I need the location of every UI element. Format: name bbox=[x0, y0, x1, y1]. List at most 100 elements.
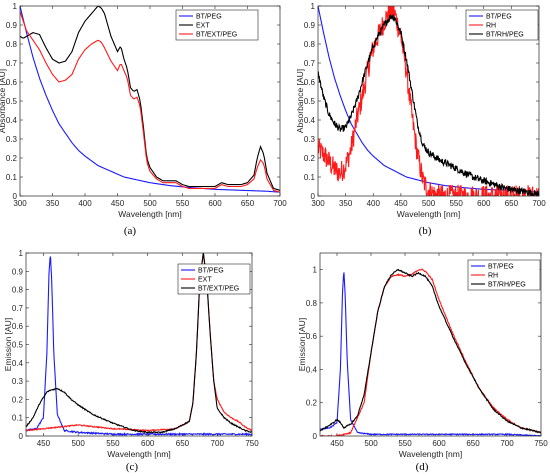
series-line-bt-peg bbox=[26, 256, 252, 436]
x-tick-label: 450 bbox=[394, 199, 408, 208]
series-line-rh bbox=[320, 268, 541, 436]
series-line-bt-peg bbox=[320, 272, 541, 436]
y-tick-label: 0.9 bbox=[6, 21, 18, 30]
x-tick-label: 450 bbox=[330, 439, 344, 448]
x-tick-label: 700 bbox=[532, 199, 546, 208]
y-tick-label: 1 bbox=[313, 266, 318, 275]
axes-frame bbox=[19, 5, 281, 197]
legend-entry: BT/PEG bbox=[486, 14, 512, 21]
legend-entry: BT/PEG bbox=[488, 264, 514, 271]
legend: BT/PEG RH BT/RH/PEG bbox=[467, 259, 541, 291]
y-tick-label: 0.8 bbox=[6, 40, 18, 49]
x-tick-label: 300 bbox=[311, 199, 325, 208]
y-tick-label: 0.9 bbox=[304, 21, 316, 30]
x-axis-label: Wavelength [nm] bbox=[107, 449, 170, 459]
legend-entry: EXT bbox=[196, 23, 210, 30]
y-tick-label: 0.7 bbox=[6, 59, 18, 68]
y-tick-label: 0.1 bbox=[6, 173, 18, 182]
y-tick-label: 0.8 bbox=[306, 299, 318, 308]
y-tick-label: 0.3 bbox=[304, 135, 316, 144]
y-tick-label: 0.2 bbox=[12, 395, 24, 404]
y-tick-label: 0.4 bbox=[306, 365, 318, 374]
x-tick-label: 650 bbox=[176, 439, 190, 448]
panel-caption: (d) bbox=[416, 461, 429, 473]
series-line-bt-rh-peg bbox=[320, 268, 541, 434]
x-tick-label: 700 bbox=[211, 439, 225, 448]
y-tick-label: 0.4 bbox=[304, 116, 316, 125]
x-axis-label: Wavelength [nm] bbox=[397, 209, 460, 219]
panel-caption: (c) bbox=[126, 461, 139, 473]
series-line-bt-ext-peg bbox=[20, 11, 280, 193]
y-axis-label: Emission [AU] bbox=[297, 318, 307, 371]
legend-entry: RH bbox=[488, 273, 498, 280]
x-tick-label: 500 bbox=[364, 439, 378, 448]
x-tick-label: 650 bbox=[466, 439, 480, 448]
x-axis-label: Wavelength [nm] bbox=[118, 209, 181, 219]
y-axis-label: Absorbance [AU] bbox=[0, 69, 7, 133]
y-tick-label: 1 bbox=[311, 2, 316, 11]
y-tick-label: 1 bbox=[13, 2, 18, 11]
chart-panel-a: 300 350 400 450 500 550 600 650 700 0 0.1 0.2 0.3 0.4… bbox=[0, 2, 287, 237]
axes-frame bbox=[317, 5, 540, 197]
panel-caption: (b) bbox=[419, 225, 432, 237]
chart-panel-b: 300 350 400 450 500 550 600 650 700 0 0.1 0.2 0.3 0.4… bbox=[295, 2, 546, 237]
x-tick-label: 600 bbox=[208, 199, 222, 208]
x-tick-label: 450 bbox=[37, 439, 51, 448]
x-tick-label: 750 bbox=[245, 439, 259, 448]
y-tick-label: 0.2 bbox=[6, 154, 18, 163]
x-tick-label: 400 bbox=[367, 199, 381, 208]
x-tick-label: 750 bbox=[534, 439, 548, 448]
y-tick-label: 0.6 bbox=[6, 78, 18, 87]
y-tick-label: 0.1 bbox=[12, 414, 24, 423]
y-tick-label: 0.4 bbox=[6, 116, 18, 125]
axes-frame bbox=[319, 252, 542, 437]
y-tick-label: 0.1 bbox=[304, 173, 316, 182]
y-axis-label: Emission [AU] bbox=[3, 318, 13, 371]
legend: BT/PEG EXT BT/EXT/PEG bbox=[175, 9, 259, 41]
y-tick-label: 0 bbox=[313, 432, 318, 441]
x-tick-label: 500 bbox=[422, 199, 436, 208]
legend-entry: BT/RH/PEG bbox=[486, 32, 524, 39]
x-tick-label: 550 bbox=[449, 199, 463, 208]
y-tick-label: 0.5 bbox=[304, 97, 316, 106]
x-tick-label: 700 bbox=[500, 439, 514, 448]
legend-entry: BT/EXT/PEG bbox=[198, 286, 239, 293]
legend-entry: RH bbox=[486, 23, 496, 30]
y-tick-label: 0.2 bbox=[304, 154, 316, 163]
y-tick-label: 1 bbox=[19, 249, 24, 258]
x-tick-label: 550 bbox=[398, 439, 412, 448]
y-tick-label: 0.9 bbox=[12, 267, 24, 276]
x-tick-label: 350 bbox=[339, 199, 353, 208]
y-tick-label: 0.6 bbox=[306, 332, 318, 341]
y-tick-label: 0.3 bbox=[12, 377, 24, 386]
x-tick-label: 500 bbox=[71, 439, 85, 448]
series-line-bt-ext-peg bbox=[26, 253, 252, 434]
series-line-bt-peg bbox=[20, 6, 280, 193]
x-tick-label: 650 bbox=[505, 199, 519, 208]
y-tick-label: 0 bbox=[311, 192, 316, 201]
y-tick-label: 0.6 bbox=[304, 78, 316, 87]
x-tick-label: 600 bbox=[141, 439, 155, 448]
axes-frame bbox=[25, 252, 253, 437]
x-tick-label: 400 bbox=[78, 199, 92, 208]
y-tick-label: 0.3 bbox=[6, 135, 18, 144]
legend-entry: BT/EXT/PEG bbox=[196, 32, 237, 39]
y-tick-label: 0.2 bbox=[306, 399, 318, 408]
x-tick-label: 550 bbox=[106, 439, 120, 448]
y-tick-label: 0.4 bbox=[12, 359, 24, 368]
legend-entry: BT/PEG bbox=[198, 268, 224, 275]
y-tick-label: 0.8 bbox=[12, 286, 24, 295]
series-line-bt-rh-peg bbox=[318, 14, 539, 196]
y-tick-label: 0 bbox=[13, 192, 18, 201]
series-line-ext bbox=[20, 6, 280, 191]
y-tick-label: 0.8 bbox=[304, 40, 316, 49]
x-axis-label: Wavelength [nm] bbox=[399, 449, 462, 459]
x-tick-label: 650 bbox=[241, 199, 255, 208]
y-tick-label: 0.7 bbox=[304, 59, 316, 68]
chart-panel-d: 450 500 550 600 650 700 750 0 0.2 0.4 0.6 0.8 1 Wavel… bbox=[297, 252, 548, 473]
y-tick-label: 0.5 bbox=[12, 341, 24, 350]
x-tick-label: 700 bbox=[273, 199, 287, 208]
y-tick-label: 0.7 bbox=[12, 304, 24, 313]
y-tick-label: 0.5 bbox=[6, 97, 18, 106]
